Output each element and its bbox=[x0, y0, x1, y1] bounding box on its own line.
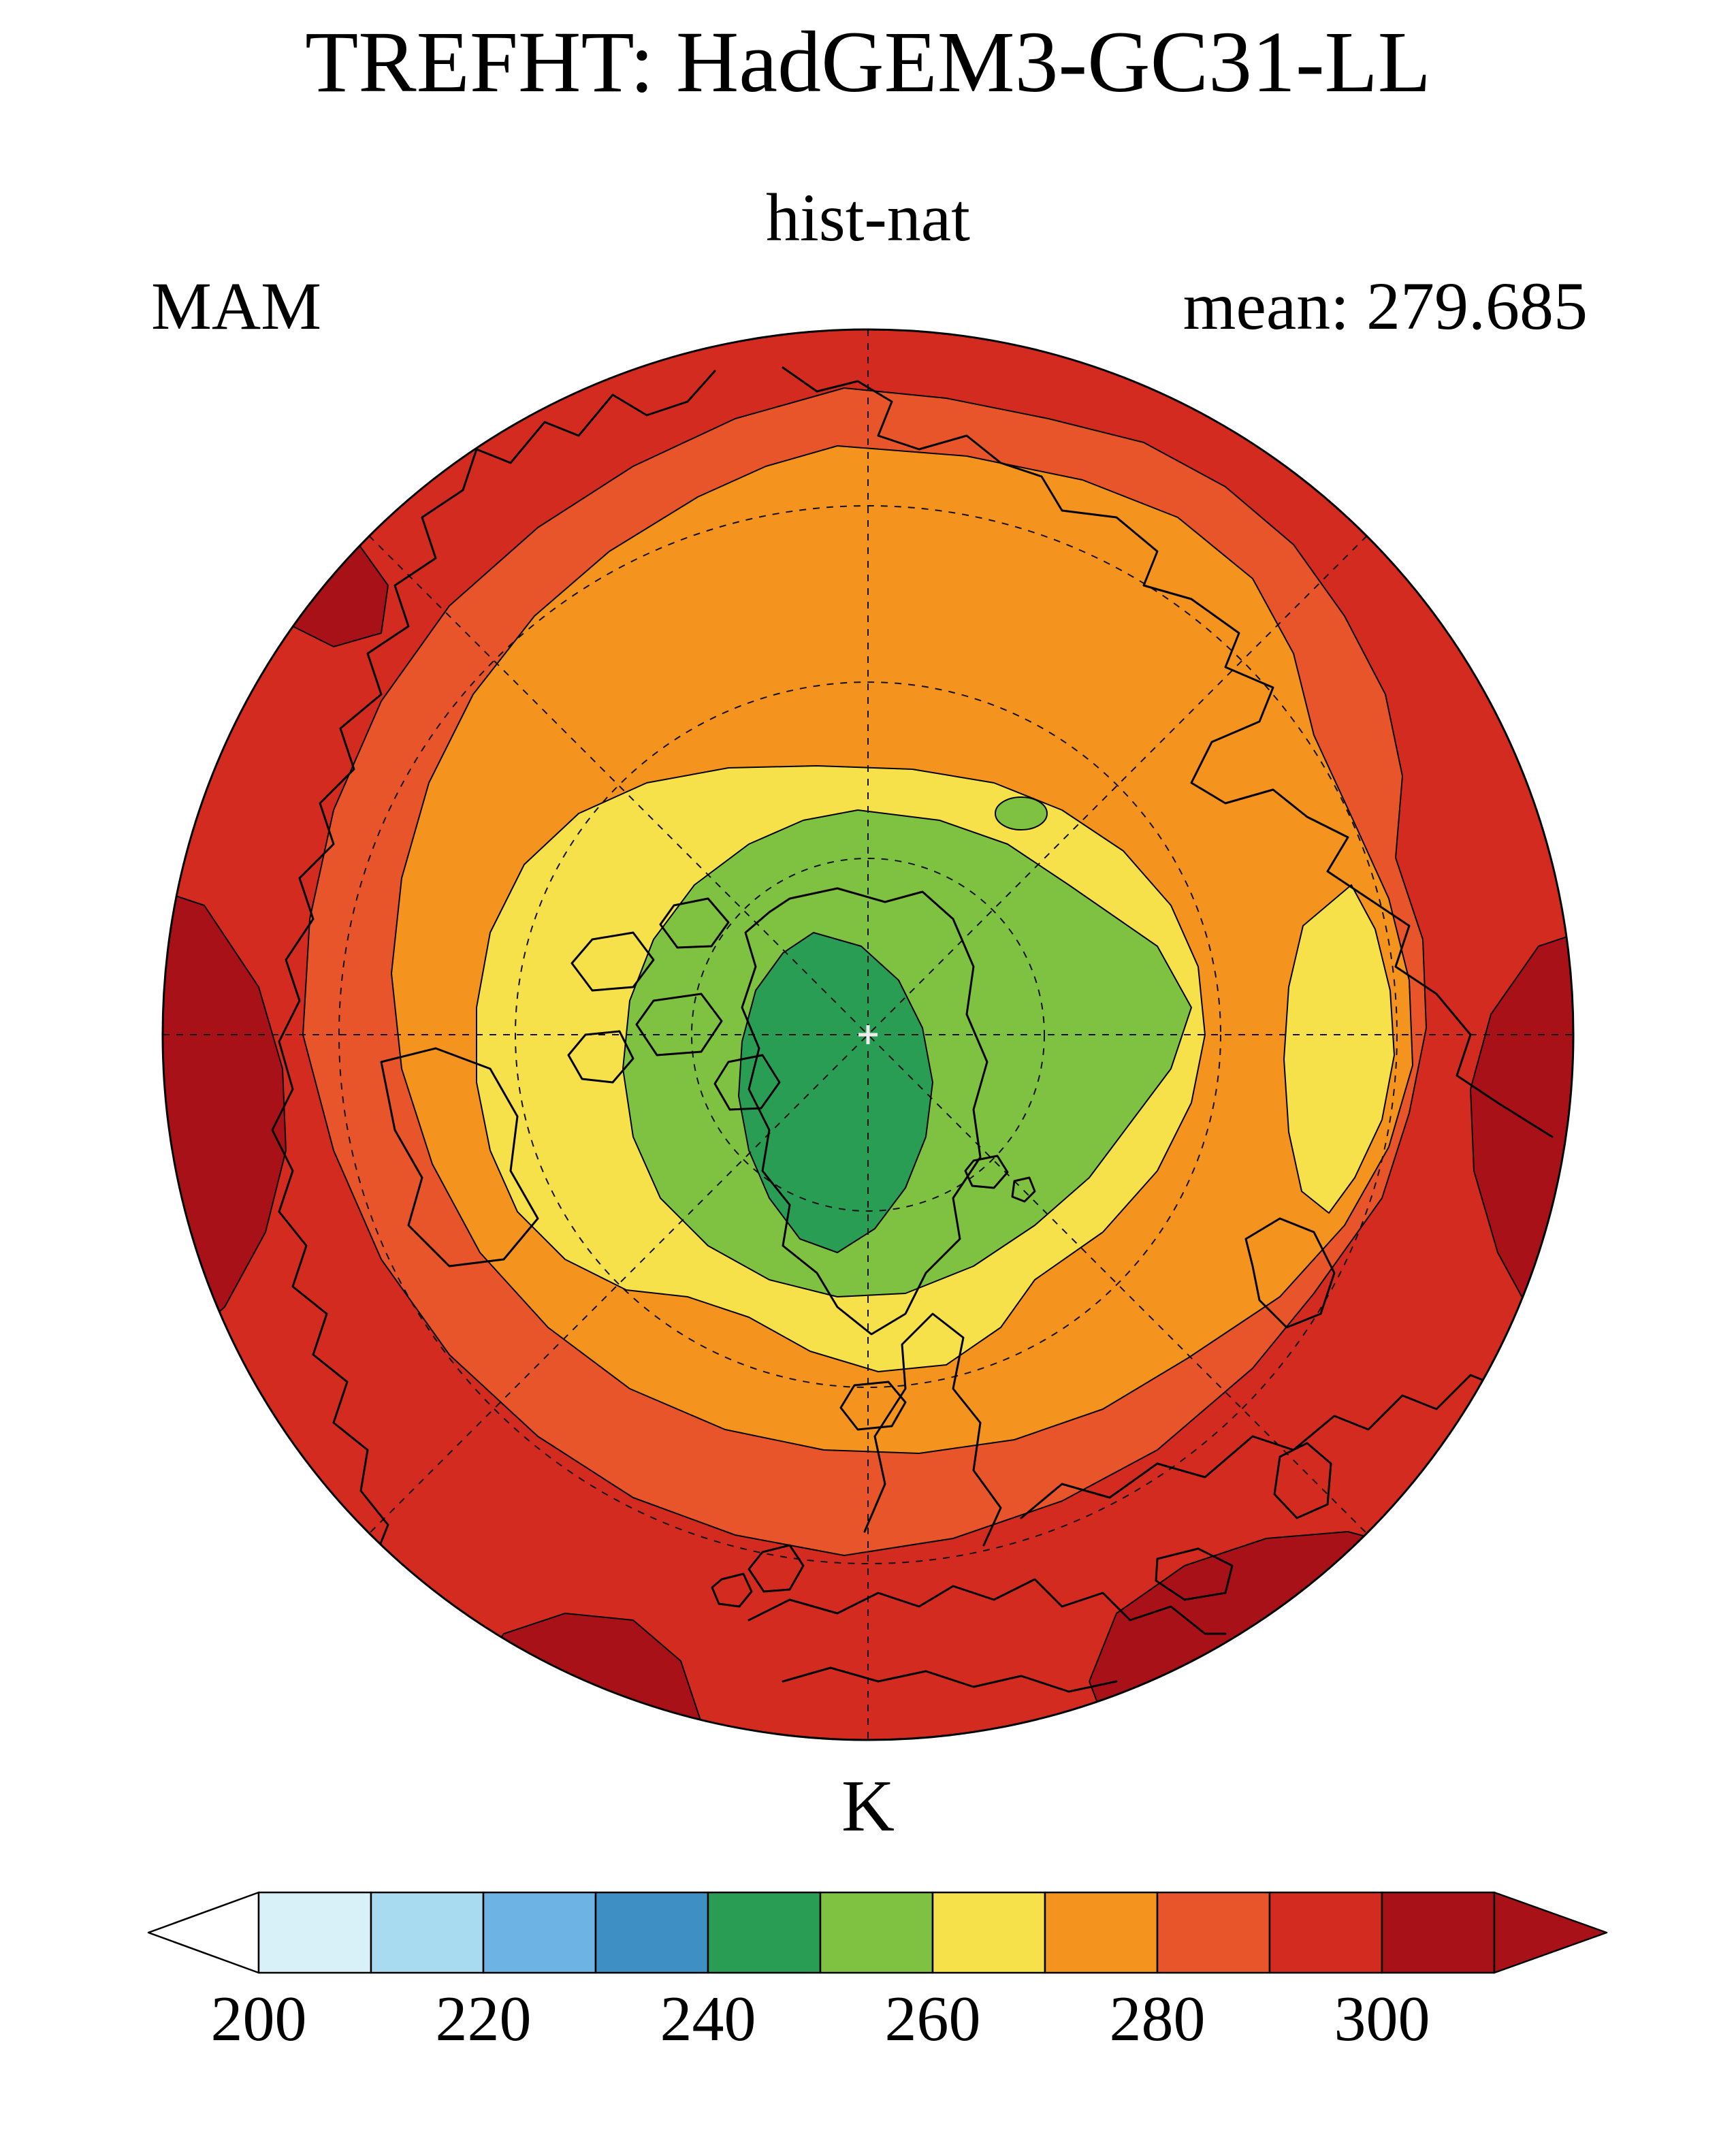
pole-marker-icon bbox=[858, 1025, 878, 1044]
colorbar-segment bbox=[1381, 1891, 1496, 1974]
colorbar-segment bbox=[594, 1891, 709, 1974]
contour-zone-250-260-speck bbox=[995, 796, 1048, 830]
temperature-map bbox=[163, 329, 1573, 1740]
warmest-patch bbox=[244, 517, 389, 647]
coastline-europe bbox=[748, 1578, 1227, 1635]
colorbar-over-arrow bbox=[1493, 1891, 1608, 1974]
warmest-patch bbox=[163, 871, 287, 1389]
coastline-iceland bbox=[839, 1381, 907, 1431]
colorbar-segment bbox=[1044, 1891, 1159, 1974]
mean-label: mean: 279.685 bbox=[1183, 268, 1588, 344]
coastline-arctic-islands bbox=[570, 931, 655, 992]
season-label: MAM bbox=[151, 268, 322, 344]
colorbar-segment bbox=[819, 1891, 934, 1974]
colorbar-tick-220: 220 bbox=[435, 1984, 532, 2054]
coastline-novaya-zemlya bbox=[1244, 1217, 1336, 1329]
coastline-arctic-islands bbox=[635, 993, 723, 1056]
coastline-mediterranean bbox=[782, 1666, 1118, 1693]
colorbar-segment bbox=[931, 1891, 1046, 1974]
warmest-patch bbox=[1470, 918, 1573, 1403]
colorbar-under-arrow bbox=[147, 1891, 260, 1974]
colorbar-segment bbox=[370, 1891, 485, 1974]
meridian-line bbox=[368, 535, 1368, 1534]
map-boundary bbox=[161, 328, 1575, 1741]
coastline-svalbard bbox=[964, 1155, 1009, 1189]
colorbar-segment bbox=[482, 1891, 597, 1974]
colorbar-title: K bbox=[841, 1766, 895, 1847]
colorbar-tick-240: 240 bbox=[660, 1984, 756, 2054]
coastline-arctic-islands bbox=[659, 897, 730, 949]
coastline-caspian-sea bbox=[1273, 1442, 1332, 1519]
coastlines bbox=[271, 366, 1554, 1693]
coastline-siberia bbox=[782, 366, 1554, 1138]
colorbar-tick-260: 260 bbox=[884, 1984, 981, 2054]
experiment-label: hist-nat bbox=[766, 180, 970, 255]
contour-zone-260-270-lobe bbox=[1283, 884, 1395, 1214]
coastline-north-america bbox=[271, 370, 716, 1560]
colorbar-tick-200: 200 bbox=[210, 1984, 307, 2054]
latitude-circle bbox=[691, 858, 1045, 1212]
graticule bbox=[163, 329, 1573, 1740]
coastline-svalbard bbox=[1011, 1176, 1036, 1203]
coastline-british-isles bbox=[711, 1572, 753, 1608]
coastline-greenland bbox=[741, 887, 988, 1336]
coastline-hudson-bay bbox=[380, 1047, 539, 1268]
colorbar-tick-300: 300 bbox=[1334, 1984, 1430, 2054]
meridian-line bbox=[368, 535, 1368, 1534]
contour-zone-240-250 bbox=[738, 932, 933, 1253]
latitude-circle bbox=[515, 681, 1221, 1388]
coastline-british-isles bbox=[748, 1544, 805, 1593]
colorbar-segment bbox=[1156, 1891, 1271, 1974]
coastline-arctic-islands bbox=[713, 1054, 781, 1111]
colorbar bbox=[147, 1891, 1608, 1974]
coastline-scandinavia bbox=[863, 1312, 1002, 1547]
figure-title: TREFHT: HadGEM3-GC31-LL bbox=[305, 14, 1431, 110]
colorbar-segment bbox=[257, 1891, 372, 1974]
coastline-arctic-islands bbox=[567, 1030, 634, 1084]
latitude-circle bbox=[338, 505, 1398, 1564]
coastline-black-sea bbox=[1155, 1547, 1234, 1601]
colorbar-tick-280: 280 bbox=[1109, 1984, 1206, 2054]
colorbar-segment bbox=[1268, 1891, 1383, 1974]
colorbar-segment bbox=[707, 1891, 822, 1974]
